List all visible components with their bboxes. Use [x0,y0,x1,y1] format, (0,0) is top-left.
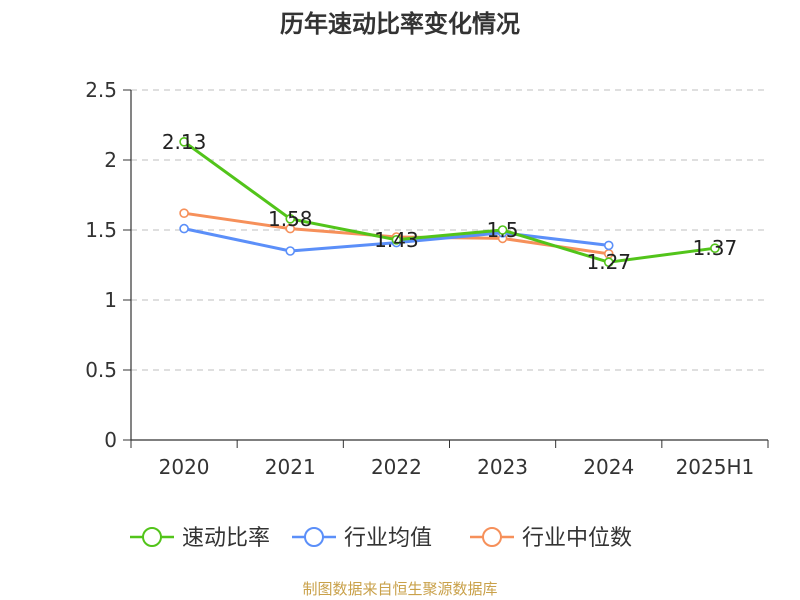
data-point[interactable] [603,257,614,268]
data-point[interactable] [497,225,508,235]
x-tick-label: 2024 [583,455,634,479]
data-point[interactable] [285,246,296,256]
legend-marker [304,527,324,547]
data-source-note: 制图数据来自恒生聚源数据库 [302,580,497,598]
data-point[interactable] [710,243,720,253]
x-tick-label: 2023 [477,455,528,479]
data-label: 2.13 [162,130,207,154]
series-lines [179,137,720,268]
data-labels: 2.13 1.58 1.43 1.5 1.27 1.37 [162,130,737,274]
data-point[interactable] [179,137,189,147]
y-tick-label: 0.5 [85,358,117,382]
legend-marker [142,527,162,547]
x-tick-label: 2022 [371,455,422,479]
y-tick-label: 1 [104,288,117,312]
data-point[interactable] [285,223,296,234]
data-point[interactable] [179,223,189,234]
data-label: 1.27 [586,250,631,274]
legend-item[interactable]: 行业中位数 [470,526,632,551]
data-point[interactable] [603,240,614,251]
legend[interactable]: 速动比率 行业均值 行业中位数 [130,526,632,551]
data-point[interactable] [179,208,189,218]
chart-title: 历年速动比率变化情况 [280,10,520,38]
data-label: 1.58 [268,207,313,231]
x-tick-label: 2025H1 [676,455,755,479]
legend-marker [482,527,502,547]
y-tick-label: 2.5 [85,78,117,102]
x-tick-label: 2020 [159,455,210,479]
y-tick-label: 1.5 [85,218,117,242]
y-tick-label: 0 [104,428,117,452]
legend-item[interactable]: 速动比率 [130,526,270,551]
x-tick-label: 2021 [265,455,316,479]
data-point[interactable] [391,235,402,245]
legend-label: 速动比率 [182,526,270,551]
y-tick-label: 2 [104,148,117,172]
data-label: 1.5 [487,218,519,242]
data-point[interactable] [285,214,296,224]
legend-label: 行业中位数 [522,526,632,551]
legend-item[interactable]: 行业均值 [292,526,432,551]
series-line-0 [182,140,717,264]
grid-lines [131,89,768,371]
data-label: 1.43 [374,228,419,252]
legend-label: 行业均值 [344,526,432,551]
axes: 0 0.5 1 1.5 2 2.5 2020 2021 2022 2023 2024 2025H1 [85,78,769,479]
data-label: 1.37 [693,236,738,260]
